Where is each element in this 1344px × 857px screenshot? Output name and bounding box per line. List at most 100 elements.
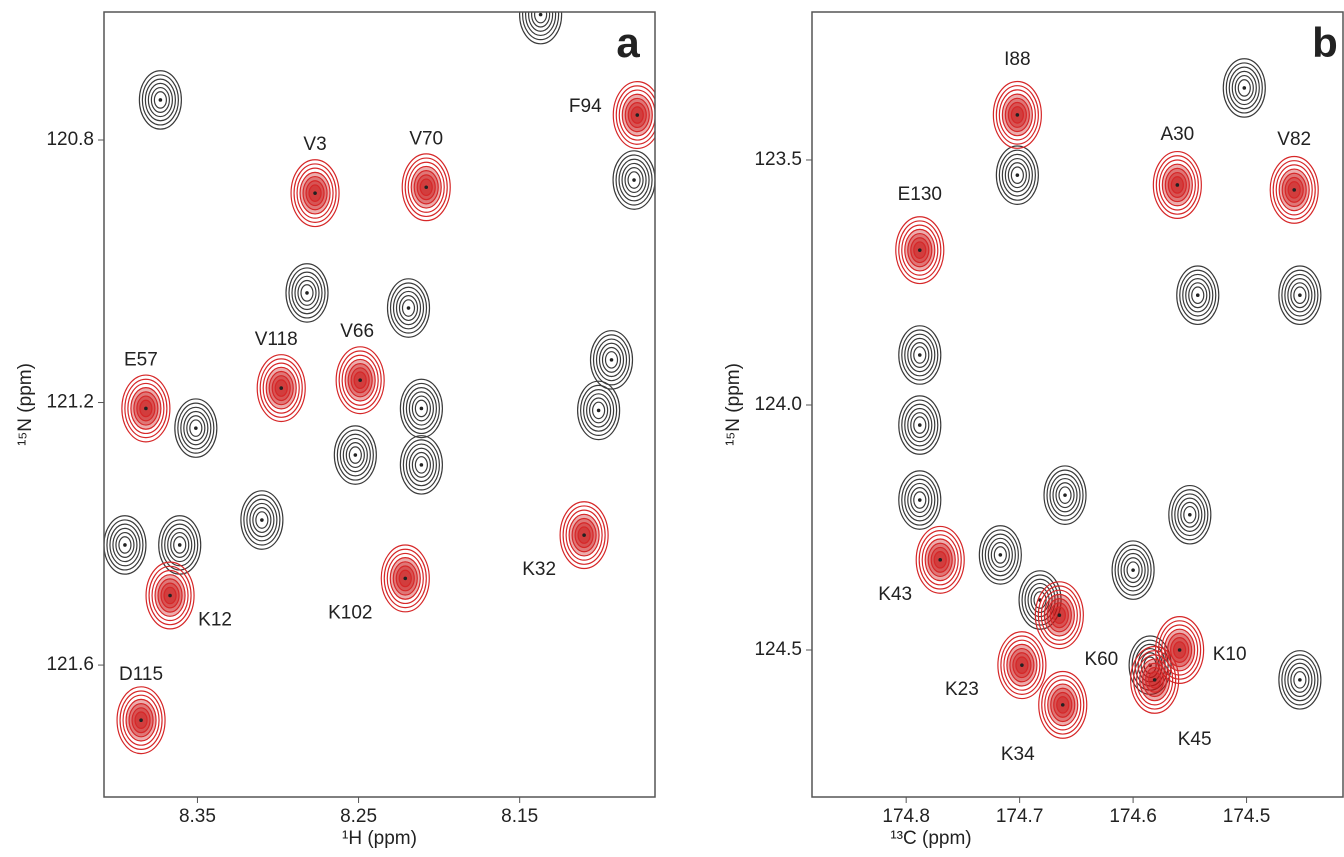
black-peak — [1177, 266, 1219, 324]
peak-center — [194, 426, 198, 430]
peak-center — [420, 407, 424, 411]
red-peak — [896, 217, 944, 284]
peak-center — [1196, 293, 1200, 297]
peak-label: A30 — [1160, 124, 1194, 145]
red-peak — [1270, 156, 1318, 223]
red-peak — [998, 632, 1046, 699]
peak-label: K102 — [328, 602, 372, 623]
plot-area — [896, 59, 1321, 739]
x-axis-title: ¹³C (ppm) — [890, 828, 971, 849]
peak-center — [1020, 663, 1024, 667]
x-tick-label: 174.6 — [1109, 806, 1157, 827]
red-peak — [146, 562, 194, 629]
peak-center — [1176, 183, 1180, 187]
y-axis-title: ¹⁵N (ppm) — [723, 363, 744, 446]
peak-label: V70 — [409, 128, 443, 149]
peak-center — [313, 191, 317, 195]
red-peak — [117, 687, 165, 754]
black-peak — [334, 426, 376, 484]
panel: I88A30V82E130K43K60K23K34K10K45174.8174.… — [723, 12, 1343, 849]
peak-center — [918, 423, 922, 427]
black-peak — [1223, 59, 1265, 117]
peak-center — [403, 577, 407, 581]
black-peak — [286, 264, 328, 322]
peak-center — [1061, 703, 1065, 707]
red-peak — [1153, 152, 1201, 219]
peak-center — [918, 353, 922, 357]
black-peak — [241, 491, 283, 549]
black-peak — [139, 71, 181, 129]
peak-center — [1153, 678, 1157, 682]
x-tick-label: 8.25 — [340, 806, 377, 827]
black-peak — [104, 516, 146, 574]
peak-center — [632, 178, 636, 182]
figure: F94V3V70E57V118V66K12K102K32D1158.358.25… — [0, 0, 1344, 852]
black-peak — [996, 146, 1038, 204]
y-tick-label: 120.8 — [46, 129, 94, 150]
peak-center — [1242, 86, 1246, 90]
peak-center — [1016, 173, 1020, 177]
x-tick-label: 174.8 — [882, 806, 930, 827]
black-peak — [400, 436, 442, 494]
peak-center — [144, 407, 148, 411]
red-peak — [1035, 582, 1083, 649]
contour-ring — [523, 0, 559, 40]
black-peak — [899, 471, 941, 529]
peak-label: K10 — [1213, 644, 1247, 665]
peak-center — [407, 306, 411, 310]
red-peak — [613, 82, 661, 149]
peak-center — [635, 113, 639, 117]
black-peak — [1279, 266, 1321, 324]
peak-center — [354, 453, 358, 457]
y-tick-label: 121.2 — [46, 392, 94, 413]
red-peak — [916, 526, 964, 593]
peak-label: F94 — [569, 96, 602, 117]
peak-center — [279, 386, 283, 390]
peak-center — [420, 463, 424, 467]
red-peak — [122, 375, 170, 442]
peak-center — [610, 358, 614, 362]
black-peak — [1112, 541, 1154, 599]
red-peak — [560, 502, 608, 569]
peak-center — [123, 543, 127, 547]
peak-center — [582, 533, 586, 537]
peak-center — [1063, 493, 1067, 497]
peak-label: K23 — [945, 679, 979, 700]
peak-label: E130 — [898, 184, 942, 205]
x-tick-label: 8.15 — [501, 806, 538, 827]
red-peak — [993, 82, 1041, 149]
red-peak — [402, 154, 450, 221]
panel-label: b — [1312, 19, 1338, 66]
peak-center — [1016, 113, 1020, 117]
peak-center — [159, 98, 163, 102]
x-tick-label: 8.35 — [179, 806, 216, 827]
peak-center — [1178, 648, 1182, 652]
peak-label: K60 — [1084, 649, 1118, 670]
black-peak — [591, 331, 633, 389]
peak-center — [1292, 188, 1296, 192]
y-tick-label: 124.0 — [754, 394, 802, 415]
x-tick-label: 174.7 — [996, 806, 1044, 827]
peak-label: K32 — [522, 559, 556, 580]
peak-label: K34 — [1001, 744, 1035, 765]
red-peak — [1039, 671, 1087, 738]
black-peak — [578, 381, 620, 439]
black-peak — [520, 0, 562, 44]
peak-label: D115 — [119, 664, 163, 685]
y-tick-label: 121.6 — [46, 654, 94, 675]
black-peak — [1044, 466, 1086, 524]
peak-label: V118 — [255, 329, 298, 350]
peak-center — [168, 594, 172, 598]
black-peak — [899, 396, 941, 454]
red-peak — [336, 347, 384, 414]
peak-label: K45 — [1178, 729, 1212, 750]
red-peak — [257, 355, 305, 422]
peak-center — [1298, 293, 1302, 297]
peak-label: V3 — [303, 134, 326, 155]
y-tick-label: 124.5 — [754, 639, 802, 660]
peak-center — [1131, 568, 1135, 572]
peak-label: K12 — [198, 610, 232, 631]
black-peak — [1169, 486, 1211, 544]
y-axis-title: ¹⁵N (ppm) — [15, 363, 36, 446]
plot-frame — [104, 12, 655, 797]
